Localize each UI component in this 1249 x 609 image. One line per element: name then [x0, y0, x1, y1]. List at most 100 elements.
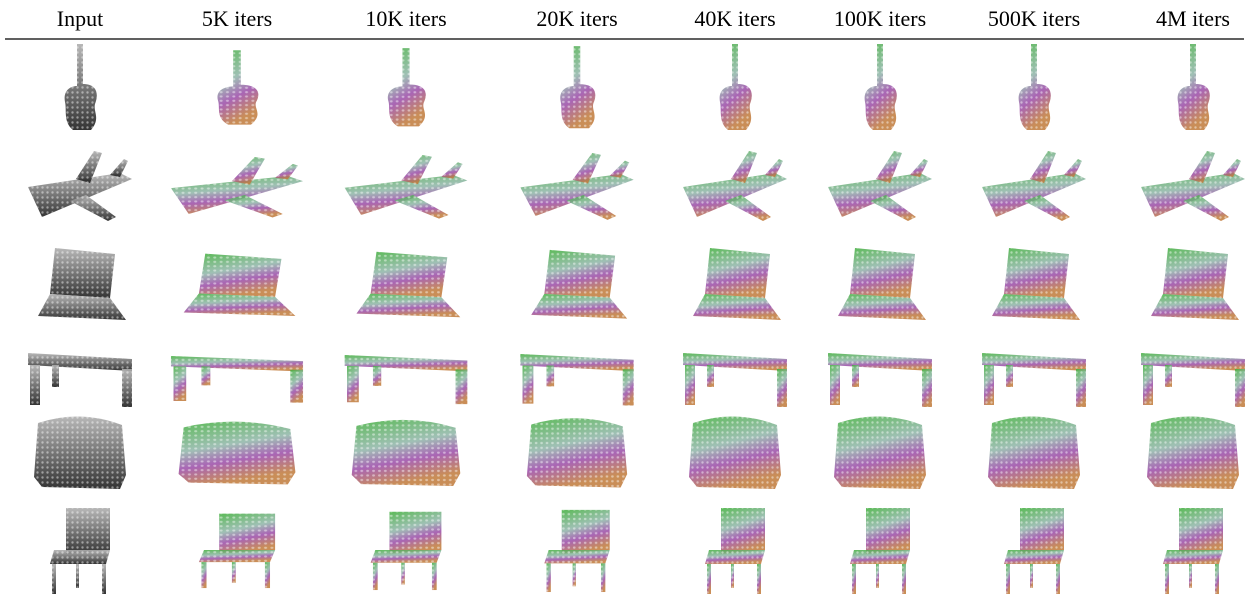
point-texture: [622, 369, 634, 406]
point-texture: [394, 195, 449, 219]
point-texture: [201, 366, 211, 386]
point-texture: [217, 50, 259, 125]
point-texture: [765, 159, 783, 177]
point-texture: [609, 160, 630, 178]
point-texture: [1064, 159, 1082, 177]
point-texture: [828, 353, 932, 371]
thumbnail: [344, 354, 468, 405]
point-texture: [76, 564, 79, 588]
point-texture: [34, 416, 126, 489]
thumbnail: [28, 353, 132, 407]
point-texture: [178, 421, 296, 485]
point-texture: [1179, 508, 1223, 554]
point-texture: [198, 253, 282, 297]
point-texture: [198, 550, 276, 563]
point-texture: [830, 365, 840, 405]
point-texture: [1006, 564, 1010, 594]
thumbnail: [370, 511, 442, 591]
thumbnail: [1151, 248, 1239, 320]
point-texture: [431, 562, 437, 591]
point-texture: [1189, 151, 1215, 183]
thumbnail: [50, 508, 110, 594]
point-texture: [370, 251, 448, 298]
point-texture: [1163, 550, 1223, 564]
column-header: 100K iters: [834, 6, 926, 31]
thumbnail: [828, 353, 932, 407]
column-header: 5K iters: [202, 6, 272, 31]
point-texture: [546, 365, 555, 387]
thumbnail: [178, 421, 296, 485]
thumbnail: [217, 50, 259, 125]
point-texture: [110, 159, 128, 177]
point-texture: [1147, 416, 1239, 489]
thumbnail: [526, 418, 628, 488]
point-texture: [707, 564, 711, 594]
thumbnail: [719, 44, 752, 130]
point-texture: [683, 173, 787, 217]
point-texture: [344, 174, 468, 216]
column-header: 40K iters: [694, 6, 775, 31]
point-texture: [1006, 365, 1013, 387]
point-texture: [231, 562, 236, 583]
point-texture: [170, 175, 304, 215]
point-texture: [852, 564, 856, 594]
point-texture: [224, 195, 283, 218]
thumbnail: [198, 513, 276, 589]
thumbnail: [838, 248, 926, 320]
thumbnail: [38, 248, 126, 320]
point-texture: [520, 353, 634, 372]
point-texture: [721, 508, 765, 554]
point-texture: [50, 550, 110, 564]
point-texture: [1018, 44, 1051, 130]
point-texture: [560, 46, 596, 129]
thumbnail: [1163, 508, 1223, 594]
point-texture: [1165, 564, 1169, 594]
point-texture: [828, 173, 932, 217]
thumbnail: [689, 416, 781, 489]
point-texture: [707, 365, 714, 387]
point-texture: [731, 564, 734, 588]
point-texture: [693, 294, 781, 320]
point-texture: [231, 156, 265, 185]
thumbnail: [1141, 151, 1245, 221]
point-texture: [982, 173, 1086, 217]
point-texture: [705, 248, 770, 298]
point-texture: [520, 173, 634, 217]
thumbnail: [992, 248, 1080, 320]
point-texture: [219, 513, 276, 554]
point-texture: [544, 249, 616, 298]
point-texture: [183, 293, 296, 316]
point-texture: [876, 151, 902, 183]
thumbnail: [183, 253, 296, 316]
point-texture: [1024, 195, 1070, 221]
image-grid: [28, 44, 1245, 594]
point-texture: [356, 293, 461, 318]
thumbnail: [64, 44, 97, 130]
point-texture: [834, 416, 926, 489]
point-texture: [66, 508, 110, 554]
point-texture: [351, 419, 461, 486]
point-texture: [1141, 173, 1245, 217]
point-texture: [838, 294, 926, 320]
point-texture: [370, 550, 442, 563]
point-texture: [290, 369, 304, 403]
point-texture: [850, 248, 915, 298]
column-header: 500K iters: [988, 6, 1080, 31]
point-texture: [902, 564, 906, 594]
point-texture: [1076, 369, 1086, 407]
thumbnail: [834, 416, 926, 489]
point-texture: [1030, 151, 1056, 183]
point-texture: [1056, 564, 1060, 594]
point-texture: [1004, 248, 1069, 298]
point-texture: [864, 44, 897, 130]
point-texture: [572, 152, 601, 184]
point-texture: [1030, 564, 1033, 588]
point-texture: [401, 154, 432, 185]
point-texture: [922, 369, 932, 407]
thumbnail: [982, 151, 1086, 221]
point-texture: [170, 355, 304, 372]
thumbnail: [683, 353, 787, 407]
point-texture: [685, 365, 695, 405]
point-texture: [982, 353, 1086, 371]
